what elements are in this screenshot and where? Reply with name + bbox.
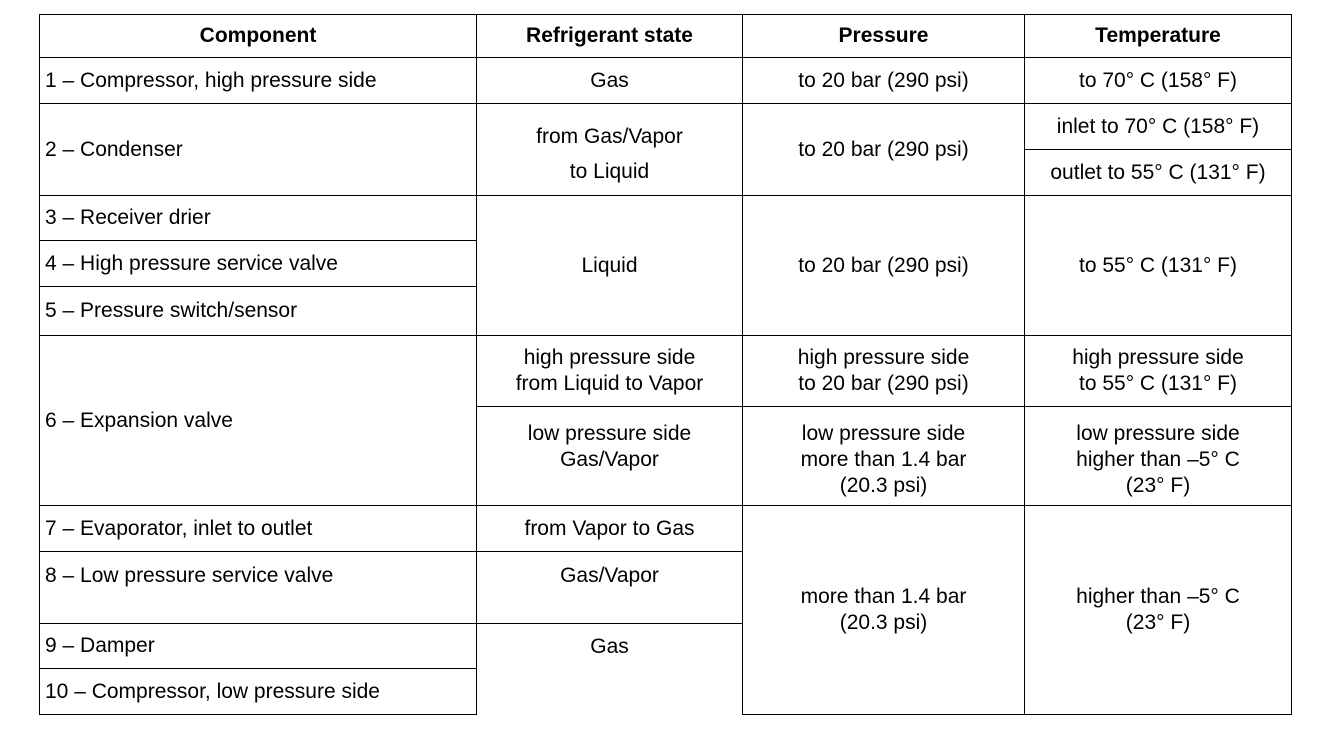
component-cell: 2 – Condenser [39,103,477,196]
temperature-inlet-cell: inlet to 70° C (158° F) [1024,103,1292,150]
component-cell: 1 – Compressor, high pressure side [39,57,477,104]
table-row: 2 – Condenser from Gas/Vapor to Liquid t… [39,103,1292,196]
pressure-cell: low pressure side more than 1.4 bar (20.… [742,406,1025,506]
table-row: 7 – Evaporator, inlet to outlet from Vap… [39,505,1292,715]
table-row: outlet to 55° C (131° F) [40,149,1292,196]
temperature-line: high pressure side [1072,346,1244,369]
state-cell: low pressure side Gas/Vapor [476,406,743,506]
pressure-line: to 20 bar (290 psi) [798,372,969,395]
state-line: to Liquid [569,160,650,183]
pressure-line: high pressure side [797,346,970,369]
state-cell: high pressure side from Liquid to Vapor [476,335,743,407]
temperature-cell: high pressure side to 55° C (131° F) [1024,335,1292,407]
table-row: 4 – High pressure service valve [39,240,1292,287]
table-row: 6 – Expansion valve high pressure side f… [39,335,1292,506]
table-row: low pressure side Gas/Vapor low pressure… [40,406,1292,506]
temperature-line: low pressure side [1076,422,1240,445]
pressure-line: low pressure side [801,422,966,445]
pressure-cell: more than 1.4 bar (20.3 psi) [742,505,1025,715]
pressure-line: (20.3 psi) [839,474,928,497]
table-row: 10 – Compressor, low pressure side [39,668,1292,715]
header-refrigerant-state: Refrigerant state [476,14,743,58]
table-row: 3 – Receiver drier Liquid to 20 bar (290… [39,195,1292,336]
header-component: Component [39,14,477,58]
state-line: from Gas/Vapor [536,125,683,148]
component-cell: 3 – Receiver drier [39,195,477,241]
state-cell: Gas/Vapor [476,551,743,624]
pressure-line: more than 1.4 bar [800,585,967,608]
table-header-row: Component Refrigerant state Pressure Tem… [39,14,1292,58]
component-cell: 10 – Compressor, low pressure side [39,668,477,715]
component-cell: 7 – Evaporator, inlet to outlet [39,505,477,552]
pressure-line: more than 1.4 bar [800,448,967,471]
temperature-line: higher than –5° C [1076,585,1240,608]
state-line: low pressure side [527,422,692,445]
state-cell: Gas [476,57,743,104]
temperature-line: (23° F) [1125,611,1191,634]
state-cell: Liquid [476,195,743,336]
temperature-outlet-cell: outlet to 55° C (131° F) [1024,149,1292,196]
table-row: 9 – Damper Gas [39,623,1292,715]
table-row: 1 – Compressor, high pressure side Gas t… [39,57,1292,104]
refrigerant-table-container: Component Refrigerant state Pressure Tem… [39,14,1292,715]
temperature-cell: low pressure side higher than –5° C (23°… [1024,406,1292,506]
temperature-line: (23° F) [1125,474,1191,497]
state-cell: from Gas/Vapor to Liquid [476,103,743,196]
component-cell: 4 – High pressure service valve [39,240,477,287]
state-cell: from Vapor to Gas [476,505,743,552]
pressure-cell: to 20 bar (290 psi) [742,103,1025,196]
temperature-line: higher than –5° C [1076,448,1240,471]
table-row: 8 – Low pressure service valve Gas/Vapor [39,551,1292,624]
component-cell: 5 – Pressure switch/sensor [39,286,477,336]
temperature-cell: to 55° C (131° F) [1024,195,1292,336]
pressure-cell: to 20 bar (290 psi) [742,57,1025,104]
state-cell: Gas [476,623,743,715]
component-cell: 9 – Damper [39,623,477,669]
pressure-cell: to 20 bar (290 psi) [742,195,1025,336]
header-temperature: Temperature [1024,14,1292,58]
temperature-line: to 55° C (131° F) [1078,372,1238,395]
state-line: high pressure side [523,346,696,369]
temperature-cell: to 70° C (158° F) [1024,57,1292,104]
refrigerant-table: Component Refrigerant state Pressure Tem… [39,14,1292,715]
pressure-line: (20.3 psi) [839,611,928,634]
component-cell: 6 – Expansion valve [39,335,477,506]
pressure-cell: high pressure side to 20 bar (290 psi) [742,335,1025,407]
component-cell: 8 – Low pressure service valve [39,551,477,624]
state-line: Gas/Vapor [560,448,659,471]
header-pressure: Pressure [742,14,1025,58]
state-line: from Liquid to Vapor [515,372,704,395]
temperature-cell: higher than –5° C (23° F) [1024,505,1292,715]
